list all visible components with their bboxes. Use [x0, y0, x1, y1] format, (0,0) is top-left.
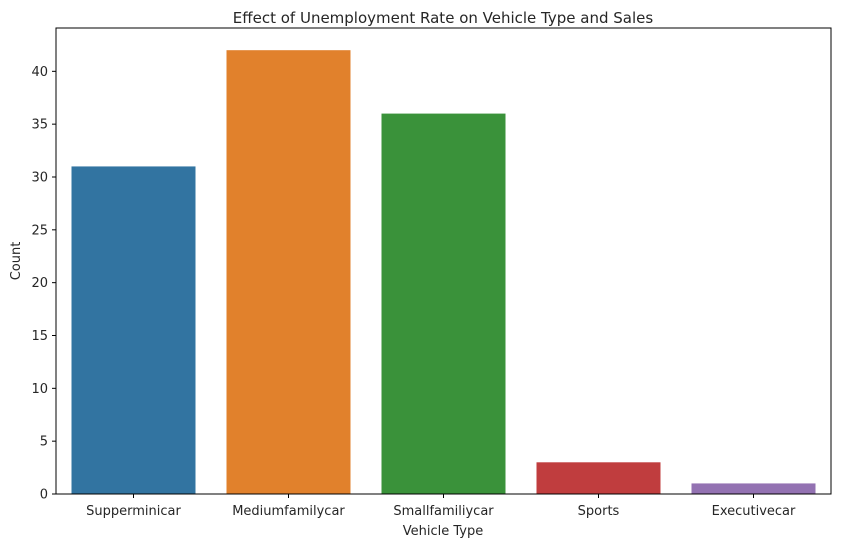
y-tick-label: 20: [31, 276, 48, 291]
x-axis-label: Vehicle Type: [403, 524, 483, 539]
y-tick-label: 10: [31, 382, 48, 397]
x-tick-label: Supperminicar: [86, 504, 181, 519]
y-tick-label: 25: [31, 223, 48, 238]
chart-title: Effect of Unemployment Rate on Vehicle T…: [233, 9, 654, 27]
x-tick-label: Executivecar: [712, 504, 796, 519]
plot-area: 0 5 10 15 20 25 30 35 40 Supperminicar Mediumfamil…: [31, 27, 832, 519]
y-tick-label: 30: [31, 170, 48, 185]
bar-sports: [536, 462, 661, 494]
x-tick-label: Smallfamiliycar: [393, 504, 494, 519]
y-tick-label: 5: [40, 435, 48, 450]
y-axis-label: Count: [9, 242, 24, 281]
x-tick-label: Sports: [578, 504, 620, 519]
y-tick-label: 35: [31, 118, 48, 133]
bar-executivecar: [691, 483, 816, 494]
x-tick-label: Mediumfamilycar: [232, 504, 345, 519]
bar-supperminicar: [71, 166, 196, 494]
plot-frame: [55, 27, 832, 495]
y-tick-label: 40: [31, 65, 48, 80]
y-tick-label: 15: [31, 329, 48, 344]
y-tick-label: 0: [40, 488, 48, 503]
bar-mediumfamilycar: [226, 50, 351, 494]
bar-smallfamiliycar: [381, 113, 506, 494]
